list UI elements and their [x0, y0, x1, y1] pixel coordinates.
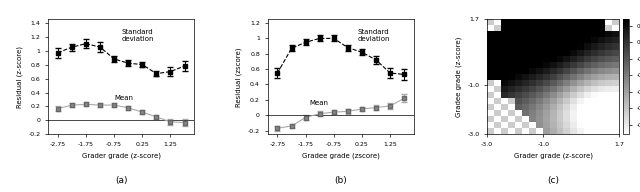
Bar [494, 25, 501, 31]
Bar [605, 25, 612, 31]
Bar [529, 128, 536, 134]
Bar [508, 128, 515, 134]
Bar [515, 116, 522, 122]
Bar [612, 25, 619, 31]
X-axis label: Gradee grade (zscore): Gradee grade (zscore) [302, 153, 380, 159]
Bar [487, 128, 494, 134]
Bar [501, 122, 508, 128]
Bar [494, 110, 501, 116]
Bar [494, 19, 501, 25]
Bar [494, 86, 501, 92]
Bar [508, 116, 515, 122]
Bar [494, 104, 501, 110]
Bar [487, 98, 494, 104]
Bar [494, 128, 501, 134]
Bar [508, 110, 515, 116]
Text: (b): (b) [335, 176, 347, 185]
Bar [522, 128, 529, 134]
Bar [487, 25, 494, 31]
Bar [494, 80, 501, 86]
Bar [508, 104, 515, 110]
Bar [487, 116, 494, 122]
Bar [508, 98, 515, 104]
Bar [501, 128, 508, 134]
Text: Mean: Mean [114, 95, 133, 101]
Bar [522, 116, 529, 122]
Bar [515, 110, 522, 116]
Y-axis label: Residual (zscore): Residual (zscore) [236, 47, 243, 107]
Y-axis label: Residual (z-score): Residual (z-score) [16, 46, 22, 108]
Bar [494, 116, 501, 122]
Bar [494, 98, 501, 104]
Y-axis label: Gradee grade (z-score): Gradee grade (z-score) [456, 37, 462, 117]
Text: Standard
deviation: Standard deviation [121, 29, 154, 42]
Bar [501, 104, 508, 110]
Bar [536, 128, 543, 134]
Bar [494, 92, 501, 98]
Text: Mean: Mean [310, 100, 329, 106]
Bar [487, 110, 494, 116]
Text: Standard
deviation: Standard deviation [358, 29, 390, 42]
Text: (c): (c) [547, 176, 559, 185]
Bar [487, 92, 494, 98]
X-axis label: Grader grade (z-score): Grader grade (z-score) [513, 153, 593, 159]
Bar [487, 86, 494, 92]
Bar [494, 122, 501, 128]
Bar [522, 122, 529, 128]
X-axis label: Grader grade (z-score): Grader grade (z-score) [82, 153, 161, 159]
Bar [605, 19, 612, 25]
Bar [515, 128, 522, 134]
Text: (a): (a) [115, 176, 127, 185]
Bar [501, 110, 508, 116]
Bar [612, 19, 619, 25]
Bar [501, 98, 508, 104]
Bar [515, 122, 522, 128]
Bar [487, 80, 494, 86]
Bar [487, 122, 494, 128]
Bar [501, 116, 508, 122]
Bar [529, 122, 536, 128]
Bar [508, 122, 515, 128]
Bar [487, 104, 494, 110]
Bar [487, 19, 494, 25]
